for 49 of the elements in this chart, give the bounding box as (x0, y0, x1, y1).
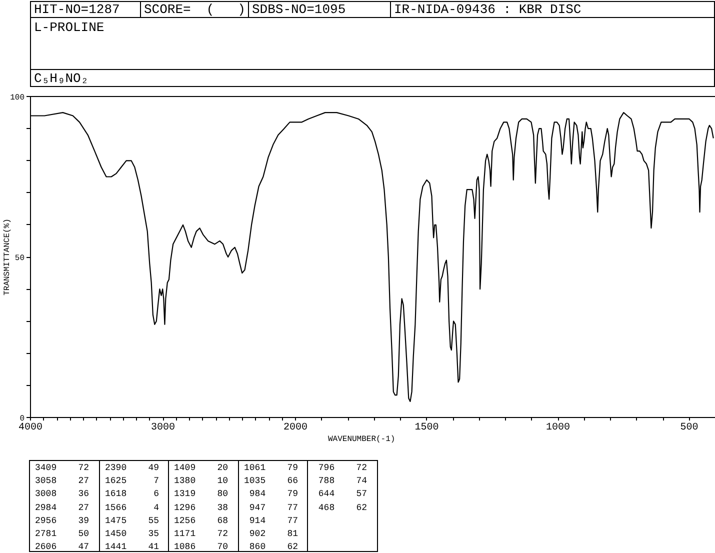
text: 2390 49 (105, 463, 160, 473)
text: 796 72 (317, 463, 368, 473)
text: 1409 20 (174, 463, 228, 473)
text: 788 74 (317, 476, 368, 486)
text: 3409 72 (35, 463, 90, 473)
text: 1035 66 (244, 476, 298, 486)
text: 984 79 (248, 489, 298, 499)
x-tick-label: 4000 (18, 422, 43, 434)
text: 1171 72 (174, 529, 228, 539)
x-tick-label: 1500 (414, 422, 439, 434)
text: 1086 70 (174, 542, 228, 552)
text: 1296 38 (174, 503, 228, 513)
y-tick-label: 0 (20, 414, 25, 424)
text: 2606 47 (35, 542, 90, 552)
text: 1566 4 (105, 503, 160, 513)
text: SCORE= ( ) (144, 2, 246, 17)
text: 3008 36 (35, 489, 90, 499)
text: 914 77 (248, 516, 298, 526)
text: 644 57 (317, 489, 368, 499)
text: 1380 10 (174, 476, 228, 486)
x-axis-title: WAVENUMBER(-1) (328, 435, 396, 444)
text: 1061 79 (244, 463, 298, 473)
text: 2781 50 (35, 529, 90, 539)
text: 2984 27 (35, 503, 90, 513)
text: 1256 68 (174, 516, 228, 526)
chart-subtitle: C₅H₉NO₂ (34, 71, 89, 86)
y-axis-title: TRANSMITTANCE(%) (3, 218, 12, 296)
text: 1618 6 (105, 489, 160, 499)
text: HIT-NO=1287 (34, 2, 120, 17)
x-tick-label: 500 (680, 422, 698, 434)
y-tick-label: 50 (14, 254, 25, 263)
text: 902 81 (248, 529, 298, 539)
text: 1319 80 (174, 489, 228, 499)
x-tick-label: 1000 (546, 422, 570, 434)
text: 1475 55 (105, 516, 160, 526)
text: 468 62 (317, 503, 368, 513)
text: IR-NIDA-09436 : KBR DISC (394, 2, 582, 17)
text: 1441 41 (105, 542, 160, 552)
text: 1450 35 (105, 529, 160, 539)
text: 3058 27 (35, 476, 90, 486)
x-tick-label: 3000 (151, 422, 176, 434)
y-tick-label: 100 (10, 94, 25, 102)
x-tick-label: 2000 (284, 422, 308, 434)
text: SDBS-NO=1095 (252, 2, 346, 17)
text: 860 62 (248, 542, 298, 552)
text: 1625 7 (105, 476, 160, 486)
chart-title: L-PROLINE (34, 20, 104, 35)
text: 2956 39 (35, 516, 90, 526)
text: 947 77 (248, 503, 298, 513)
